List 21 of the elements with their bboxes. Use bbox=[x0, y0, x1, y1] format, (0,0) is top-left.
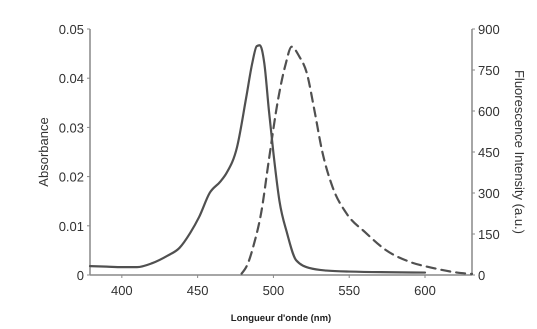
x-tick-label: 400 bbox=[110, 283, 133, 298]
y2-axis-title: Fluorescence Intensity (a.u.) bbox=[512, 70, 527, 234]
x-tick-label: 500 bbox=[262, 283, 284, 298]
y-tick-label: 0.04 bbox=[58, 71, 84, 86]
y-axis-title: Absorbance bbox=[36, 117, 51, 187]
y2-tick-label: 600 bbox=[478, 104, 500, 119]
y2-tick-label: 300 bbox=[478, 186, 500, 201]
y2-tick-label: 0 bbox=[478, 268, 486, 283]
y2-tick-label: 450 bbox=[478, 145, 500, 160]
y2-tick-label: 750 bbox=[478, 63, 500, 78]
y2-tick-label: 150 bbox=[478, 227, 500, 242]
y-tick-label: 0.03 bbox=[58, 120, 84, 136]
y2-tick-label: 900 bbox=[478, 22, 500, 37]
x-axis-title: Longueur d'onde (nm) bbox=[230, 313, 332, 324]
x-tick-label: 600 bbox=[414, 283, 436, 298]
y-tick-label: 0.02 bbox=[58, 170, 84, 185]
x-tick-label: 450 bbox=[186, 283, 208, 298]
x-tick-label: 550 bbox=[338, 283, 360, 298]
y-tick-label: 0.05 bbox=[58, 22, 84, 37]
y-tick-label: 0 bbox=[76, 268, 84, 283]
y-tick-label: 0.01 bbox=[58, 218, 84, 234]
